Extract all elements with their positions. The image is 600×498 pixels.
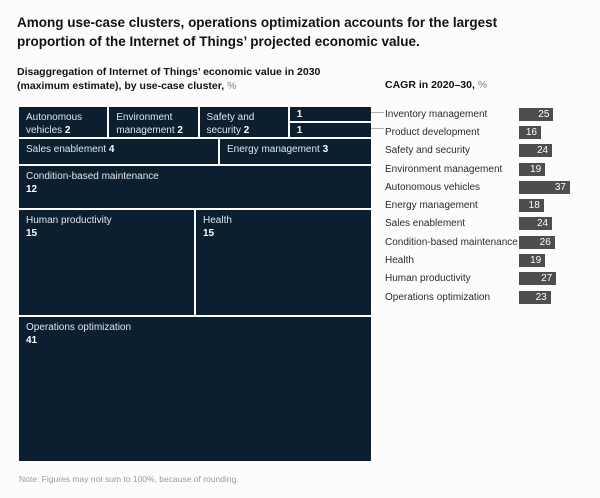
- cagr-label: Operations optimization: [385, 291, 491, 303]
- cagr-chart-title: CAGR in 2020–30, %: [385, 79, 488, 91]
- cagr-bar-value: 18: [528, 200, 540, 212]
- cagr-bar-value: 27: [541, 273, 553, 285]
- cagr-bar-value: 37: [554, 181, 566, 193]
- cagr-bar: 19: [519, 254, 546, 268]
- cagr-label: Environment management: [385, 163, 503, 175]
- treemap: Autonomous vehicles 2 Environment manage…: [19, 107, 371, 461]
- cagr-bar-value: 19: [530, 255, 542, 267]
- cagr-bar-value: 24: [536, 145, 549, 157]
- cagr-row: Human productivity 27: [385, 270, 585, 288]
- footnote: Note: Figures may not sum to 100%, becau…: [19, 474, 239, 484]
- treemap-cell-operations-optimization: Operations optimization 41: [19, 317, 371, 461]
- cagr-bar: 18: [519, 199, 544, 213]
- cagr-bar: 23: [519, 290, 551, 304]
- treemap-row-3: Condition-based maintenance 12: [19, 165, 371, 208]
- cagr-row: Environment management 19: [385, 160, 585, 178]
- cagr-bar: 27: [519, 272, 557, 286]
- treemap-cell-autonomous-vehicles: Autonomous vehicles 2: [19, 107, 108, 137]
- treemap-cell-environment-management: Environment management 2: [109, 107, 198, 137]
- page-title-line1: Among use-case clusters, operations opti…: [17, 15, 498, 30]
- page-title-line2: proportion of the Internet of Things’ pr…: [17, 34, 420, 49]
- cagr-bar: 25: [519, 107, 554, 121]
- percent-unit: %: [477, 79, 488, 91]
- cagr-label: Energy management: [385, 200, 478, 212]
- page-title: Among use-case clusters, operations opti…: [17, 13, 497, 51]
- treemap-row-2: Sales enablement 4 Energy management 3: [19, 139, 371, 164]
- cagr-bar-value: 16: [525, 126, 537, 138]
- treemap-cell-condition-based-maintenance: Condition-based maintenance 12: [19, 165, 371, 208]
- treemap-cell-energy-management: Energy management 3: [220, 139, 371, 164]
- cagr-row: Condition-based maintenance 26: [385, 233, 585, 251]
- cagr-label: Safety and security: [385, 145, 471, 157]
- treemap-cell-sales-enablement: Sales enablement 4: [19, 139, 218, 164]
- cagr-bar-value: 19: [530, 163, 542, 175]
- cagr-row: Health 19: [385, 251, 585, 269]
- cagr-row: Autonomous vehicles 37: [385, 178, 585, 196]
- cagr-row: Energy management 18: [385, 196, 585, 214]
- cagr-bar-value: 24: [536, 218, 549, 230]
- treemap-row-5: Operations optimization 41: [19, 317, 371, 461]
- cagr-row: Sales enablement 24: [385, 215, 585, 233]
- cagr-bar: 24: [519, 217, 553, 231]
- cagr-label: Product development: [385, 126, 480, 138]
- treemap-subtitle: Disaggregation of Internet of Things’ ec…: [17, 65, 320, 93]
- connector-line-product: [371, 128, 384, 129]
- cagr-bar: 37: [519, 180, 570, 194]
- treemap-cell-human-productivity: Human productivity 15: [19, 209, 194, 316]
- treemap-stack-small-cells: 1 1: [289, 107, 371, 137]
- treemap-subtitle-line2: (maximum estimate), by use-case cluster,…: [17, 80, 237, 92]
- cagr-bar: 19: [519, 162, 546, 176]
- cagr-label: Autonomous vehicles: [385, 181, 481, 193]
- percent-unit: %: [227, 80, 237, 92]
- cagr-label: Sales enablement: [385, 218, 466, 230]
- cagr-row: Inventory management 25: [385, 105, 585, 123]
- cagr-bar: 16: [519, 125, 541, 139]
- treemap-row-4: Human productivity 15 Health 15: [19, 209, 371, 316]
- treemap-cell-product-development: 1: [289, 123, 371, 137]
- cagr-bar: 26: [519, 235, 555, 249]
- connector-line-inventory: [371, 112, 384, 113]
- cagr-label: Human productivity: [385, 273, 471, 285]
- cagr-row: Operations optimization 23: [385, 288, 585, 306]
- cagr-row: Product development 16: [385, 123, 585, 141]
- treemap-cell-health: Health 15: [196, 209, 371, 316]
- cagr-bar: 24: [519, 144, 553, 158]
- cagr-chart-rows: Inventory management 25 Product developmen…: [385, 105, 585, 306]
- cagr-label: Health: [385, 255, 414, 267]
- treemap-subtitle-line1: Disaggregation of Internet of Things’ ec…: [17, 66, 321, 78]
- cagr-bar-value: 26: [539, 236, 551, 248]
- cagr-bar-value: 25: [538, 108, 550, 120]
- treemap-cell-safety-security: Safety and security 2: [199, 107, 288, 137]
- treemap-cell-inventory-management: 1: [289, 107, 371, 121]
- cagr-label: Condition-based maintenance: [385, 236, 518, 248]
- cagr-label: Inventory management: [385, 108, 488, 120]
- cagr-bar-value: 23: [535, 291, 547, 303]
- cagr-row: Safety and security 24: [385, 142, 585, 160]
- treemap-row-1: Autonomous vehicles 2 Environment manage…: [19, 107, 371, 137]
